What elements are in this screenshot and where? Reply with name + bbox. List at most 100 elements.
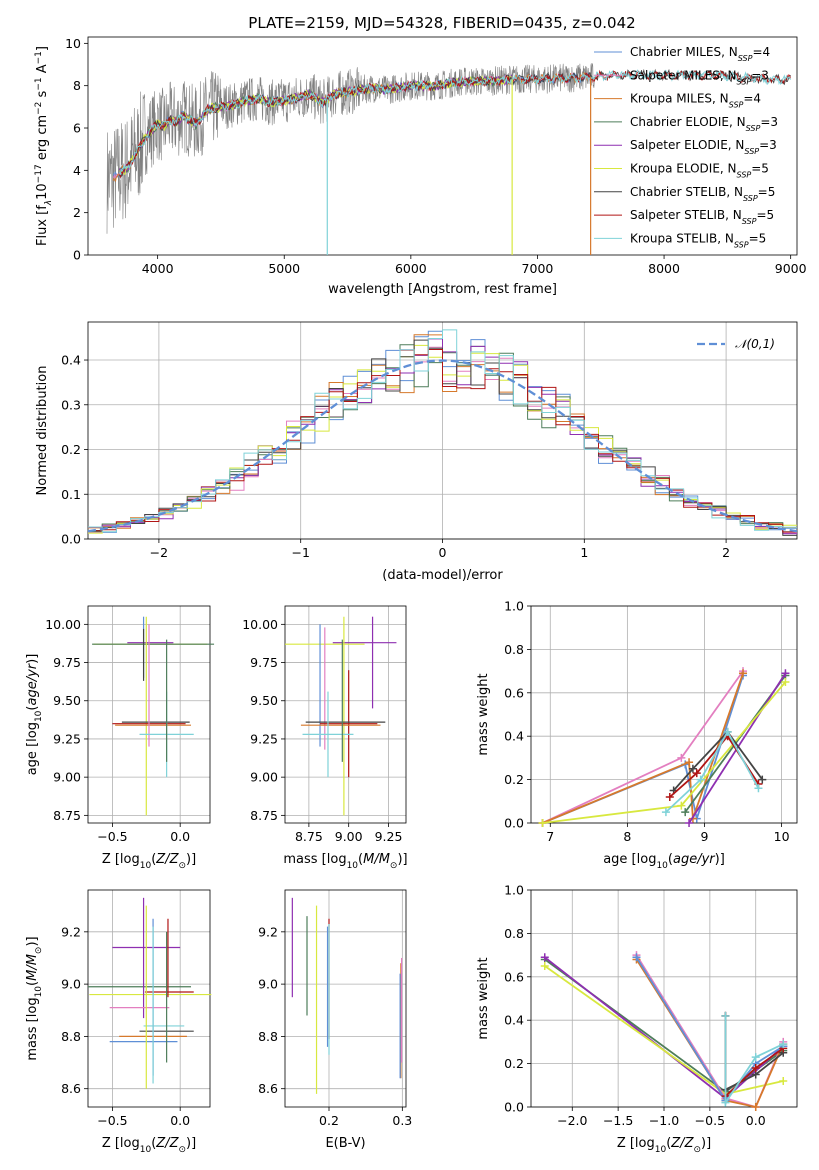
y-tick-label-4: 9.75 [250, 655, 278, 670]
weight-marker-4-1 [781, 669, 790, 678]
x-tick-label-0: −2 [150, 545, 168, 560]
x-tick-label-2: 6000 [395, 261, 427, 276]
weight-marker-3-0 [681, 808, 690, 817]
axes-mass-vs-Z: −0.5 0.0 8.6 8.8 9.0 9.2 Z [log10(Z/Z⊙)] mass [… [25, 889, 212, 1155]
legend-entry-2: Kroupa MILES, NSSP=4 [630, 92, 761, 110]
weight-line-6 [672, 730, 764, 792]
x-tick-label-2: −1.0 [649, 1113, 679, 1128]
y-tick-label-3: 6 [73, 121, 81, 136]
weight-marker-5-0 [538, 819, 547, 827]
y-tick-label-0: 0.0 [504, 1100, 524, 1115]
weight-line-8 [724, 1015, 784, 1106]
x-tick-label-2: 9.25 [375, 829, 403, 844]
observed-spectrum [106, 63, 595, 234]
weight-marker-5-0 [632, 953, 641, 962]
x-axis-label: mass [log10(M/M⊙)] [283, 852, 407, 871]
weight-marker-8-0 [721, 1011, 730, 1020]
x-tick-label-4: 8000 [648, 261, 680, 276]
x-axis-label: Z [log10(Z/Z⊙)] [102, 1136, 196, 1155]
x-tick-label-0: 7 [546, 829, 554, 844]
y-tick-label-5: 10 [65, 36, 81, 51]
y-tick-label-4: 9.75 [53, 655, 81, 670]
y-axis-label: mass weight [476, 957, 491, 1039]
y-axis-label: mass [log10(M/M⊙)] [25, 936, 44, 1060]
x-tick-label-1: 0.0 [170, 829, 190, 844]
x-tick-label-0: 4000 [142, 261, 174, 276]
y-tick-label-3: 9.2 [61, 924, 81, 939]
weight-marker-5-1 [677, 801, 686, 810]
y-tick-label-1: 2 [73, 205, 81, 220]
weight-line-2 [542, 673, 744, 824]
y-tick-label-4: 0.8 [504, 642, 524, 657]
y-tick-label-2: 4 [73, 163, 81, 178]
y-tick-label-1: 9.00 [53, 770, 81, 785]
legend-entry-5: Kroupa ELODIE, NSSP=5 [630, 162, 769, 180]
frame-mass-vs-EBV [284, 889, 407, 1108]
y-tick-label-1: 9.00 [250, 770, 278, 785]
x-axis-label: Z [log10(Z/Z⊙)] [102, 852, 196, 871]
x-tick-label-1: 9.00 [335, 829, 363, 844]
y-tick-label-1: 0.2 [504, 772, 524, 787]
y-tick-label-1: 0.1 [61, 487, 81, 502]
model-spectrum-chabrier-stelib [119, 68, 791, 178]
histogram-salpeter-stelib [88, 349, 797, 533]
weight-marker-7-1 [692, 769, 701, 778]
weight-marker-7-2 [751, 1063, 760, 1072]
frame-spectrum [87, 36, 798, 256]
y-axis-label: mass weight [476, 673, 491, 755]
plot-layer: 4000 5000 6000 7000 8000 90000246810wavelengt… [25, 36, 807, 1155]
x-tick-label-0: 8.75 [295, 829, 323, 844]
spectrum-legend: Chabrier MILES, NSSP=4 Salpeter MILES, NS… [594, 45, 778, 249]
y-tick-label-1: 0.2 [504, 1056, 524, 1071]
x-tick-label-0: 0.2 [319, 1113, 339, 1128]
weight-marker-1-0 [540, 953, 549, 962]
x-tick-label-0: −0.5 [97, 829, 127, 844]
x-tick-label-1: 8 [623, 829, 631, 844]
legend-entry-1: Salpeter MILES, NSSP=3 [630, 68, 769, 86]
x-tick-label-4: 2 [722, 545, 730, 560]
x-axis-label: E(B-V) [325, 1136, 365, 1151]
axes-age-vs-mass: 8.75 9.00 9.25 8.75 9.00 9.25 9.50 9.75 10.00 mas… [242, 605, 408, 871]
axes-age-vs-Z: −0.5 0.0 8.75 9.00 9.25 9.50 9.75 10.00 Z [log10… [25, 605, 215, 871]
x-tick-label-4: 0.0 [746, 1113, 766, 1128]
axes-mass-weight-vs-age: 7 8 9 10 0.0 0.2 0.4 0.6 0.8 1.0 age [log10(age/yr… [476, 599, 798, 871]
weight-marker-8-1 [696, 775, 705, 784]
axes-residuals: −2 −1 0 1 2 0.0 0.1 0.2 0.3 0.4 (data-model)/error… [35, 321, 798, 583]
weight-marker-2-2 [779, 1076, 788, 1085]
y-tick-label-2: 0.2 [61, 442, 81, 457]
y-tick-label-1: 8.8 [61, 1029, 81, 1044]
y-tick-label-0: 0 [73, 248, 81, 263]
legend-entry-8: Kroupa STELIB, NSSP=5 [630, 231, 766, 249]
x-tick-label-3: 7000 [522, 261, 554, 276]
x-tick-label-2: 0 [439, 545, 447, 560]
x-tick-label-1: −1 [291, 545, 309, 560]
weight-marker-6-1 [688, 764, 697, 773]
x-tick-label-2: 9 [701, 829, 709, 844]
y-tick-label-2: 9.25 [53, 731, 81, 746]
weight-line-5 [542, 681, 787, 824]
y-tick-label-5: 10.00 [45, 617, 81, 632]
y-tick-label-5: 1.0 [504, 883, 524, 898]
weight-line-8 [665, 730, 760, 813]
frame-mass-weight-vs-Z [530, 889, 798, 1108]
model-spectrum-chabrier-elodie [119, 75, 513, 174]
y-axis-label: age [log10(age/yr)] [25, 654, 44, 776]
y-tick-label-0: 8.6 [258, 1081, 278, 1096]
x-axis-label: (data-model)/error [382, 568, 503, 583]
weight-marker-8-0 [661, 808, 670, 817]
x-tick-label-1: 0.0 [170, 1113, 190, 1128]
axes-mass-vs-EBV: 0.2 0.3 8.6 8.8 9.0 9.2 E(B-V) [258, 889, 412, 1151]
axes-spectrum: 4000 5000 6000 7000 8000 9000 0 2 4 6 8 10 wavelengt… [34, 36, 807, 297]
weight-marker-6-3 [758, 775, 767, 784]
weight-marker-5-2 [781, 677, 790, 686]
x-axis-label: age [log10(age/yr)] [603, 852, 725, 871]
y-tick-label-0: 0.0 [61, 532, 81, 547]
y-tick-label-2: 9.0 [258, 977, 278, 992]
weight-marker-2-3 [739, 669, 748, 678]
x-tick-label-1: 0.3 [392, 1113, 412, 1128]
legend-entry-7: Salpeter STELIB, NSSP=5 [630, 208, 774, 226]
y-tick-label-5: 10.00 [242, 617, 278, 632]
y-tick-label-3: 9.50 [53, 693, 81, 708]
frame-age-vs-mass [284, 605, 407, 824]
